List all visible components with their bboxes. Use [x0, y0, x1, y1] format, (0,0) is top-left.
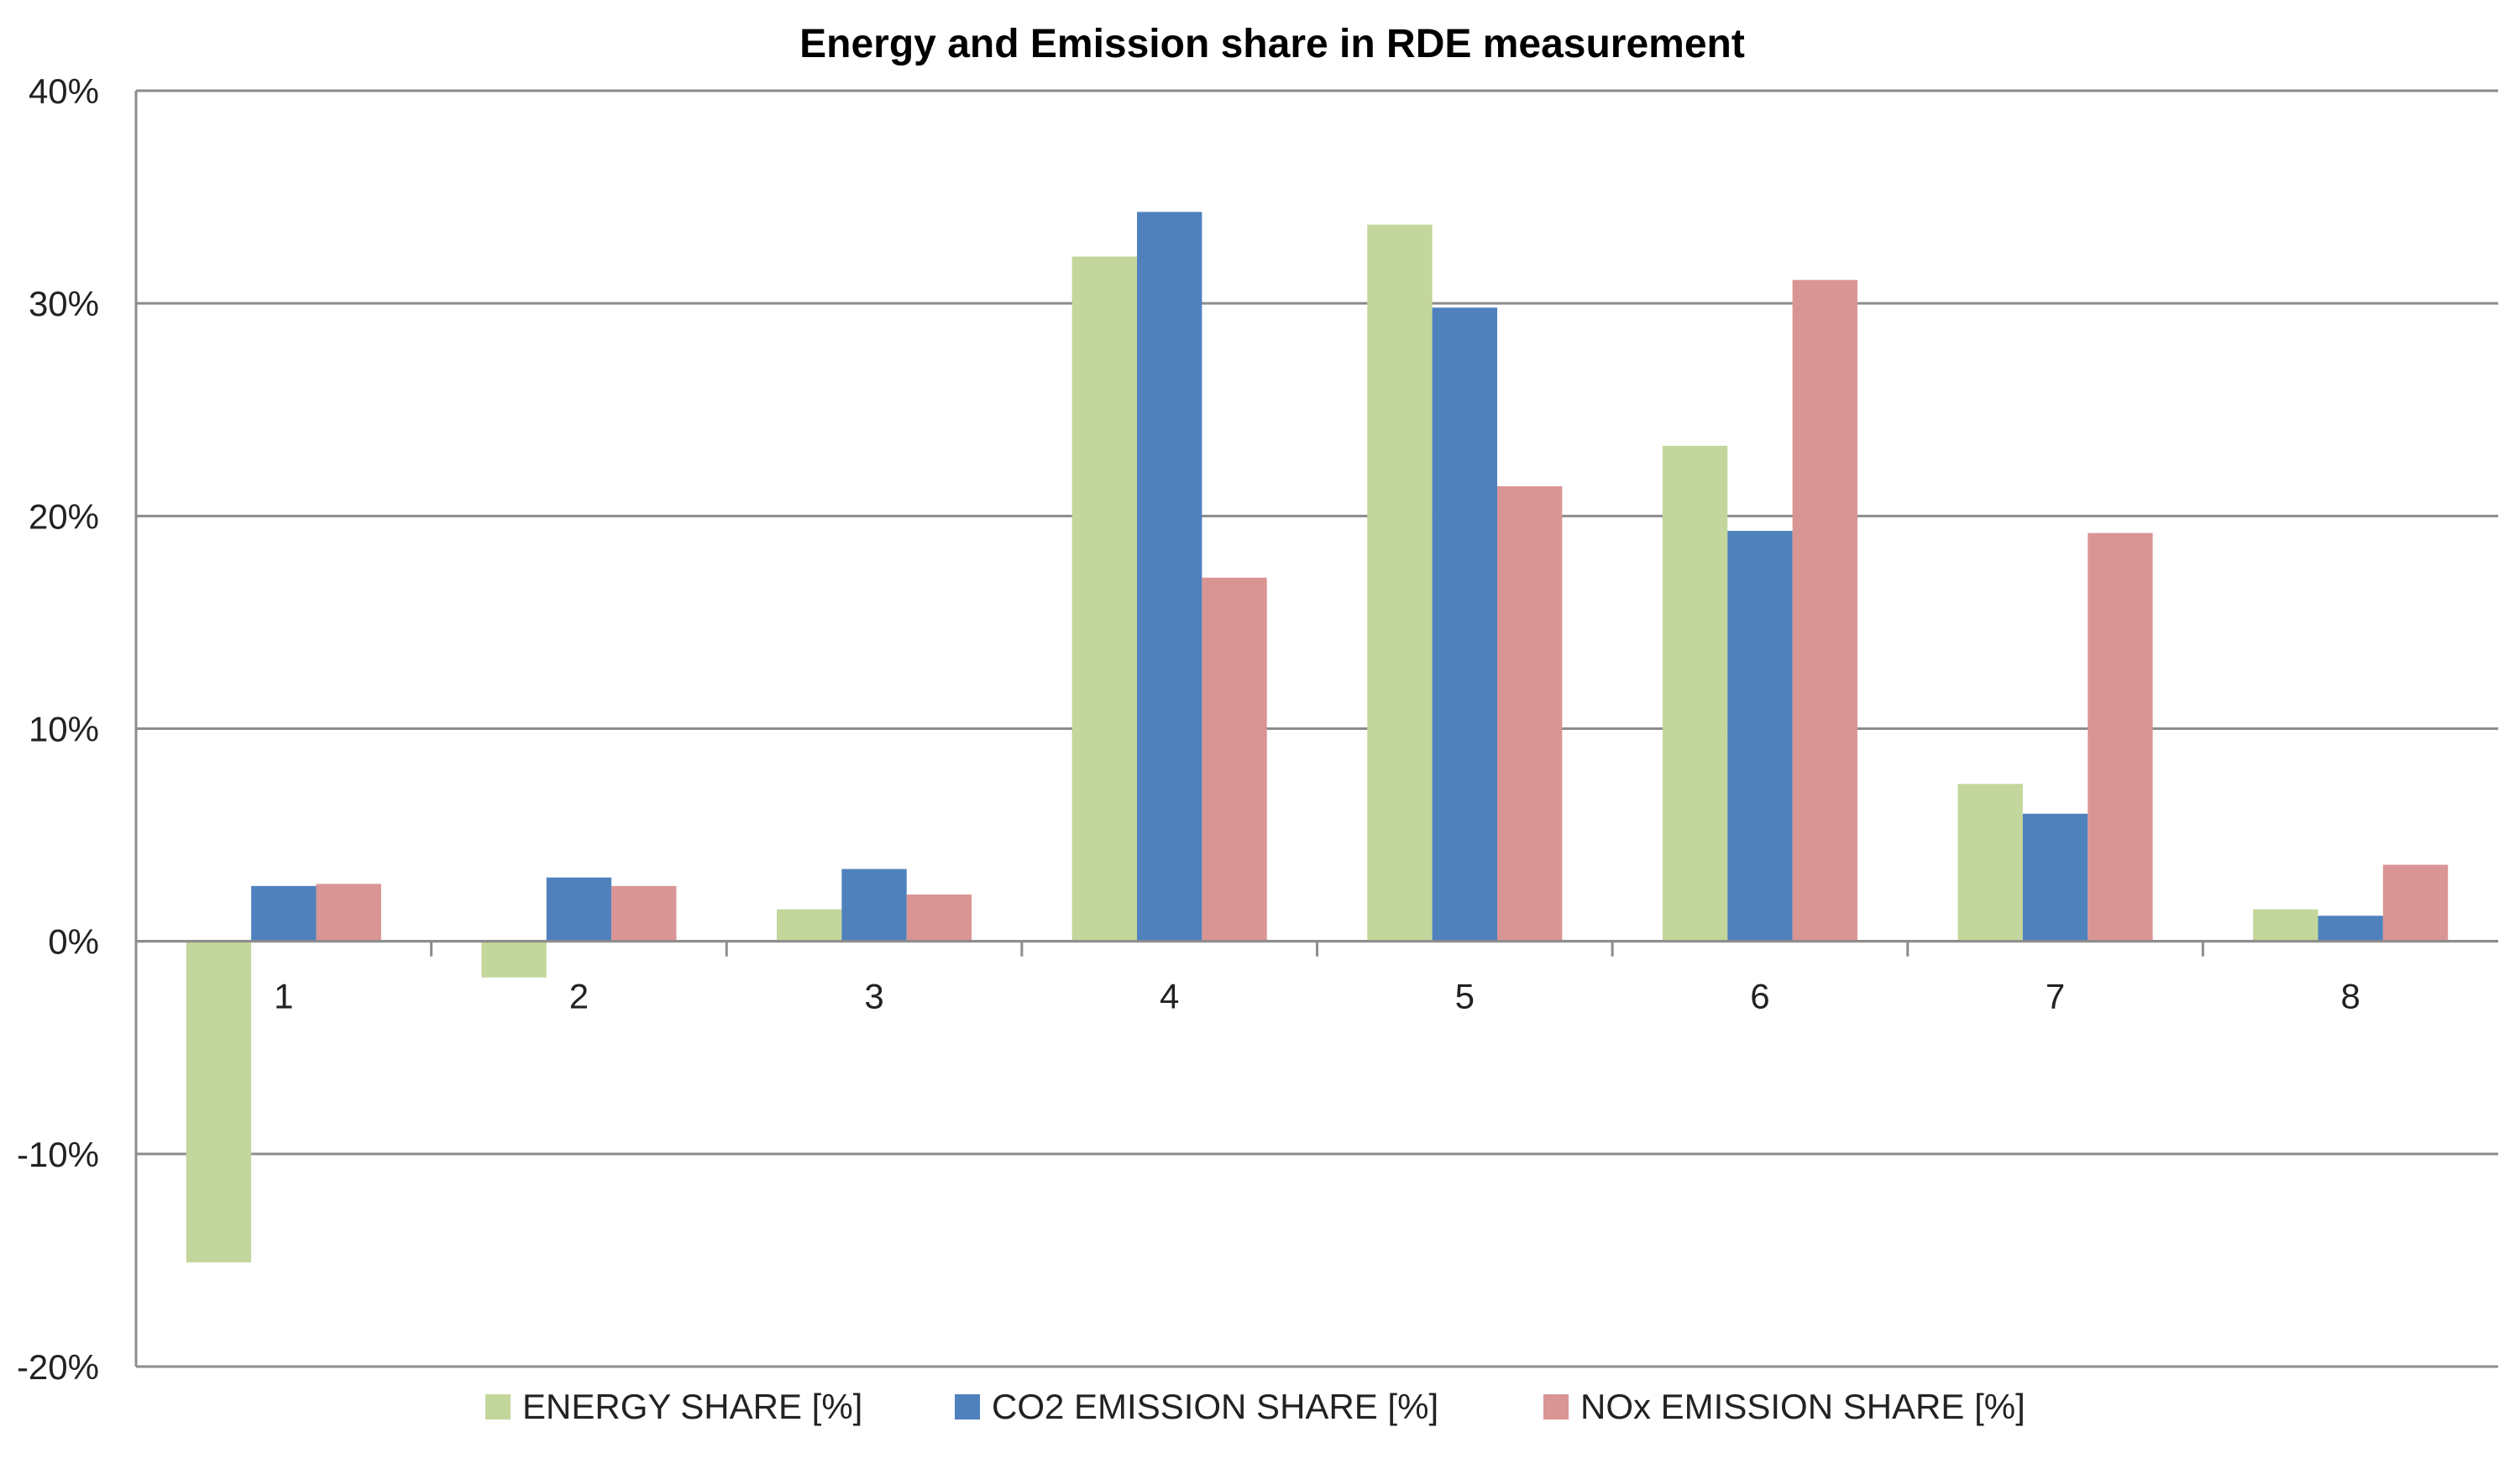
legend-swatch-1 — [485, 1394, 511, 1419]
bar-series-1-category-2 — [481, 941, 547, 978]
x-tick-label: 8 — [2341, 977, 2360, 1016]
bar-series-1-category-3 — [777, 909, 842, 942]
x-tick-label: 1 — [274, 977, 293, 1016]
x-axis-tick-labels: 1 2 3 4 5 6 7 8 — [274, 977, 2360, 1016]
y-axis-tick-labels: -20% -10% 0% 10% 20% 30% 40% — [17, 71, 99, 1387]
bar-series-1-category-5 — [1367, 224, 1433, 942]
bar-series-1-category-4 — [1071, 256, 1138, 942]
x-tick-label: 6 — [1750, 977, 1769, 1016]
legend-label-1: ENERGY SHARE [%] — [522, 1387, 862, 1426]
y-tick-label: 30% — [29, 284, 99, 323]
legend-swatch-2 — [955, 1394, 980, 1419]
bar-series-3-category-4 — [1202, 577, 1267, 942]
x-tick-label: 7 — [2046, 977, 2065, 1016]
bar-series-3-category-2 — [611, 885, 677, 942]
bar-series-1-category-7 — [1957, 784, 2023, 942]
legend-swatch-3 — [1543, 1394, 1569, 1419]
bar-series-2-category-2 — [546, 877, 612, 942]
bar-series-3-category-5 — [1496, 485, 1563, 942]
y-tick-label: -10% — [17, 1135, 99, 1174]
bar-series-3-category-7 — [2088, 533, 2153, 942]
x-tick-label: 3 — [864, 977, 883, 1016]
bars — [186, 212, 2449, 1262]
bar-series-3-category-6 — [1792, 280, 1857, 942]
bar-series-3-category-1 — [316, 884, 381, 942]
bar-series-2-category-6 — [1727, 531, 1793, 942]
y-tick-label: -20% — [17, 1347, 99, 1387]
legend: ENERGY SHARE [%] CO2 EMISSION SHARE [%] NO… — [485, 1387, 2025, 1426]
bar-series-2-category-8 — [2318, 916, 2383, 942]
bar-series-3-category-8 — [2382, 864, 2449, 942]
axes — [134, 91, 2498, 1367]
bar-series-1-category-1 — [186, 941, 252, 1262]
bar-series-1-category-8 — [2253, 909, 2318, 942]
bar-series-2-category-1 — [251, 885, 317, 942]
y-tick-label: 10% — [29, 710, 99, 749]
chart-title: Energy and Emission share in RDE measure… — [799, 22, 1745, 66]
bar-series-2-category-4 — [1137, 212, 1202, 942]
x-tick-label: 4 — [1160, 977, 1179, 1016]
y-tick-label: 40% — [29, 71, 99, 111]
bar-series-2-category-3 — [841, 868, 907, 942]
bar-series-3-category-3 — [906, 894, 972, 942]
y-tick-label: 20% — [29, 496, 99, 536]
legend-label-2: CO2 EMISSION SHARE [%] — [992, 1387, 1438, 1426]
bar-series-2-category-5 — [1432, 307, 1497, 942]
y-tick-label: 0% — [48, 922, 99, 962]
bar-series-1-category-6 — [1662, 445, 1728, 942]
x-tick-label: 2 — [569, 977, 589, 1016]
legend-label-3: NOx EMISSION SHARE [%] — [1580, 1387, 2025, 1426]
x-tick-label: 5 — [1455, 977, 1475, 1016]
bar-series-2-category-7 — [2022, 813, 2088, 942]
